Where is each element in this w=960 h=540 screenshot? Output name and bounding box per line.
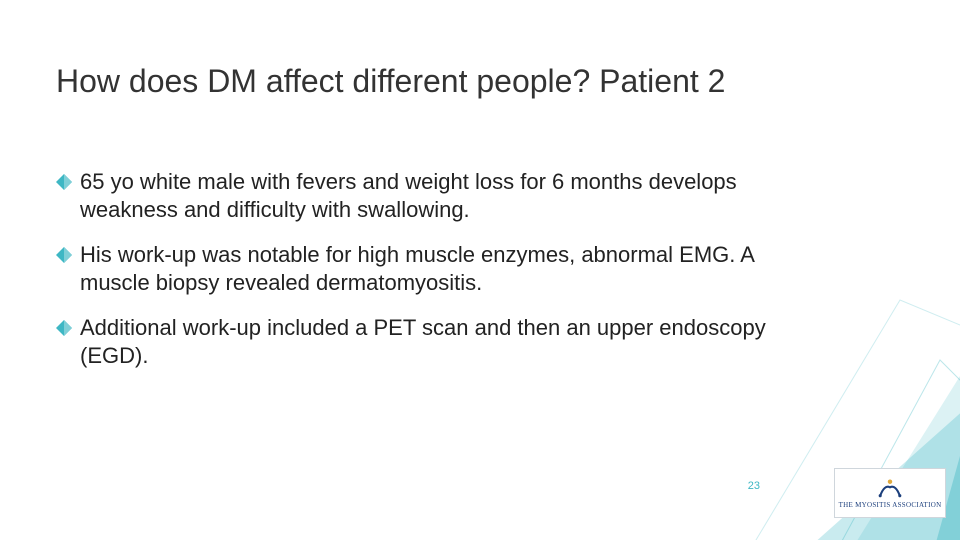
bullet-item: 65 yo white male with fevers and weight …: [56, 168, 816, 223]
bullet-item: His work-up was notable for high muscle …: [56, 241, 816, 296]
slide: How does DM affect different people? Pat…: [0, 0, 960, 540]
bullet-item: Additional work-up included a PET scan a…: [56, 314, 816, 369]
bullet-text: Additional work-up included a PET scan a…: [80, 314, 816, 369]
slide-title: How does DM affect different people? Pat…: [56, 61, 776, 101]
logo-mark-icon: [876, 477, 904, 499]
diamond-bullet-icon: [56, 247, 72, 263]
diamond-bullet-icon: [56, 320, 72, 336]
bullet-text: 65 yo white male with fevers and weight …: [80, 168, 816, 223]
bullet-text: His work-up was notable for high muscle …: [80, 241, 816, 296]
logo: THE MYOSITIS ASSOCIATION: [834, 468, 946, 518]
slide-body: 65 yo white male with fevers and weight …: [56, 168, 816, 387]
page-number: 23: [748, 480, 760, 492]
logo-text: THE MYOSITIS ASSOCIATION: [839, 501, 942, 509]
diamond-bullet-icon: [56, 174, 72, 190]
